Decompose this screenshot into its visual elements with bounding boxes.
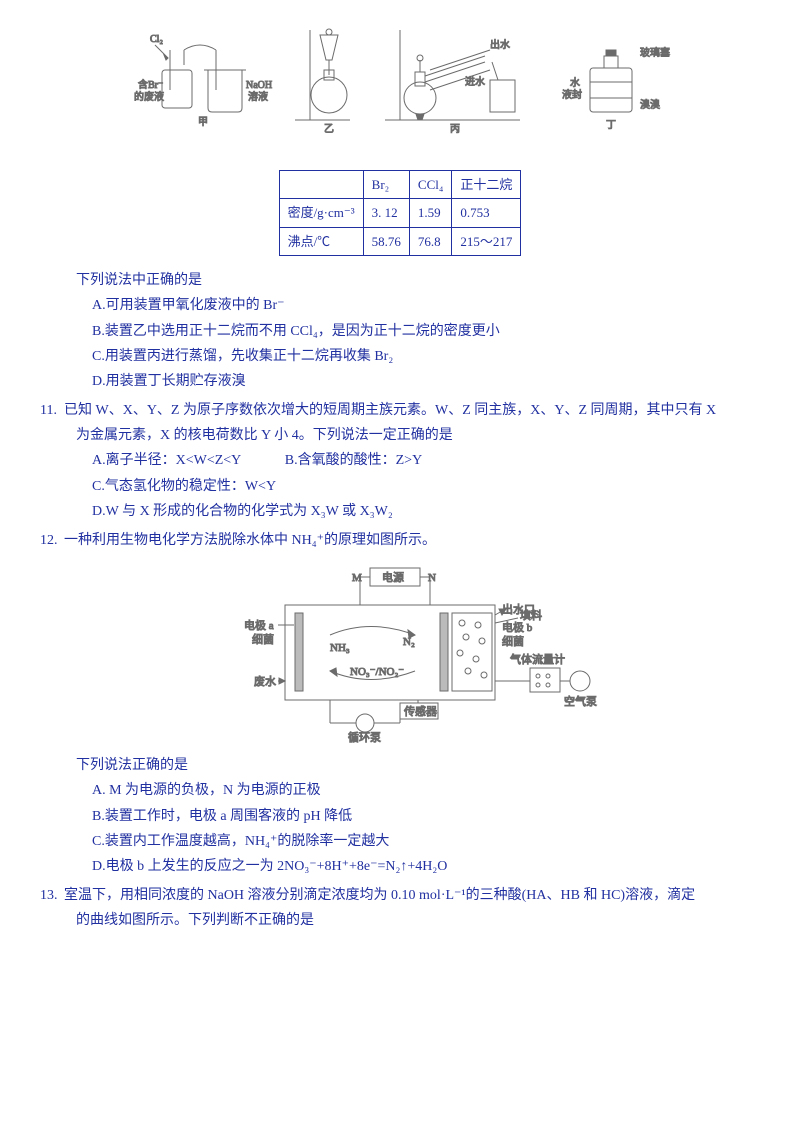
svg-text:的废液: 的废液 <box>134 90 164 103</box>
svg-text:废水: 废水 <box>254 674 276 688</box>
q12-stem: 一种利用生物电化学方法脱除水体中 NH₄⁺的原理如图所示。 <box>64 533 436 548</box>
q13-block: 13.室温下，用相同浓度的 NaOH 溶液分别滴定浓度均为 0.10 mol·L… <box>40 883 760 933</box>
svg-text:空气泵: 空气泵 <box>564 694 597 708</box>
q11-opt-c: C.气态氢化物的稳定性：W<Y <box>92 474 760 499</box>
density-bp-table: Br₂ CCl₄ 正十二烷 密度/g·cm⁻³ 3. 12 1.59 0.753… <box>279 170 522 256</box>
q12-num: 12. <box>40 528 64 553</box>
row-bp-label: 沸点/℃ <box>279 227 363 255</box>
q11-stem1: 已知 W、X、Y、Z 为原子序数依次增大的短周期主族元素。W、Z 同主族，X、Y… <box>64 403 716 418</box>
svg-text:循环泵: 循环泵 <box>348 731 381 743</box>
svg-text:Cl₂: Cl₂ <box>150 34 163 45</box>
svg-text:细菌: 细菌 <box>252 633 274 646</box>
q12-opt-d: D.电极 b 上发生的反应之一为 2NO₃⁻+8H⁺+8e⁻=N₂↑+4H₂O <box>92 854 760 879</box>
row-density-br2: 3. 12 <box>363 199 409 227</box>
q12-opt-a: A. M 为电源的负极，N 为电源的正极 <box>92 778 760 803</box>
svg-text:含Br⁻: 含Br⁻ <box>138 78 163 91</box>
q10-opt-c: C.用装置丙进行蒸馏，先收集正十二烷再收集 Br₂ <box>92 344 760 369</box>
svg-text:溶液: 溶液 <box>248 90 268 103</box>
svg-text:N₂: N₂ <box>403 636 415 648</box>
svg-text:甲: 甲 <box>198 117 208 128</box>
row-density-ccl4: 1.59 <box>409 199 452 227</box>
svg-text:丙: 丙 <box>450 124 460 135</box>
electrochem-diagram: 电源 M N NH₃ N₂ NO₃⁻/NO₂⁻ <box>190 563 610 743</box>
svg-text:N: N <box>428 572 436 584</box>
svg-text:溴溴: 溴溴 <box>640 98 660 111</box>
th-dodecane: 正十二烷 <box>452 171 521 199</box>
q11-block: 11.已知 W、X、Y、Z 为原子序数依次增大的短周期主族元素。W、Z 同主族，… <box>40 398 760 524</box>
row-bp-dodecane: 215～217 <box>452 227 521 255</box>
apparatus-svg: Cl₂ 含Br⁻ 的废液 NaOH 溶液 甲 乙 <box>120 20 680 160</box>
row-density-dodecane: 0.753 <box>452 199 521 227</box>
q10-opt-d: D.用装置丁长期贮存液溴 <box>92 369 760 394</box>
svg-text:出水: 出水 <box>490 38 510 51</box>
svg-text:进水: 进水 <box>465 76 485 88</box>
svg-text:细菌: 细菌 <box>502 635 524 648</box>
q13-stem2: 的曲线如图所示。下列判断不正确的是 <box>76 908 760 933</box>
q10-opt-b: B.装置乙中选用正十二烷而不用 CCl₄，是因为正十二烷的密度更小 <box>92 319 760 344</box>
q11-opt-a: A.离子半径：X<W<Z<Y <box>92 448 241 473</box>
q11-opt-b: B.含氧酸的酸性：Z>Y <box>285 448 422 473</box>
svg-text:NH₃: NH₃ <box>330 642 350 654</box>
row-bp-br2: 58.76 <box>363 227 409 255</box>
q10-opt-a: A.可用装置甲氧化废液中的 Br⁻ <box>92 293 760 318</box>
apparatus-diagram: Cl₂ 含Br⁻ 的废液 NaOH 溶液 甲 乙 <box>40 20 760 160</box>
svg-text:NaOH: NaOH <box>246 80 272 91</box>
svg-text:气体流量计: 气体流量计 <box>510 652 565 666</box>
svg-text:NO₃⁻/NO₂⁻: NO₃⁻/NO₂⁻ <box>350 666 404 678</box>
svg-text:玻璃塞: 玻璃塞 <box>640 46 670 59</box>
q11-stem2: 为金属元素，X 的核电荷数比 Y 小 4。下列说法一定正确的是 <box>76 423 760 448</box>
svg-text:传感器: 传感器 <box>404 705 437 718</box>
svg-text:乙: 乙 <box>324 123 334 135</box>
th-ccl4: CCl₄ <box>409 171 452 199</box>
svg-text:液封: 液封 <box>562 88 582 101</box>
q12-opt-c: C.装置内工作温度越高，NH₄⁺的脱除率一定越大 <box>92 829 760 854</box>
svg-text:电源: 电源 <box>382 570 404 584</box>
svg-text:水: 水 <box>570 77 580 89</box>
svg-text:填料: 填料 <box>520 608 542 622</box>
q11-num: 11. <box>40 398 64 423</box>
svg-text:丁: 丁 <box>606 120 616 131</box>
q12-opt-b: B.装置工作时，电极 a 周围客液的 pH 降低 <box>92 804 760 829</box>
q10-stem: 下列说法中正确的是 <box>76 268 760 293</box>
q11-opt-d: D.W 与 X 形成的化合物的化学式为 X₃W 或 X₃W₂ <box>92 499 760 524</box>
q13-stem1: 室温下，用相同浓度的 NaOH 溶液分别滴定浓度均为 0.10 mol·L⁻¹的… <box>64 888 695 903</box>
q10-block: 下列说法中正确的是 A.可用装置甲氧化废液中的 Br⁻ B.装置乙中选用正十二烷… <box>40 268 760 394</box>
th-br2: Br₂ <box>363 171 409 199</box>
row-density-label: 密度/g·cm⁻³ <box>279 199 363 227</box>
q12-block: 12.一种利用生物电化学方法脱除水体中 NH₄⁺的原理如图所示。 电源 M N <box>40 528 760 879</box>
svg-text:电极 b: 电极 b <box>502 620 533 634</box>
q12-stem2: 下列说法正确的是 <box>76 753 760 778</box>
th-blank <box>279 171 363 199</box>
row-bp-ccl4: 76.8 <box>409 227 452 255</box>
q13-num: 13. <box>40 883 64 908</box>
svg-text:电极 a: 电极 a <box>244 618 274 632</box>
